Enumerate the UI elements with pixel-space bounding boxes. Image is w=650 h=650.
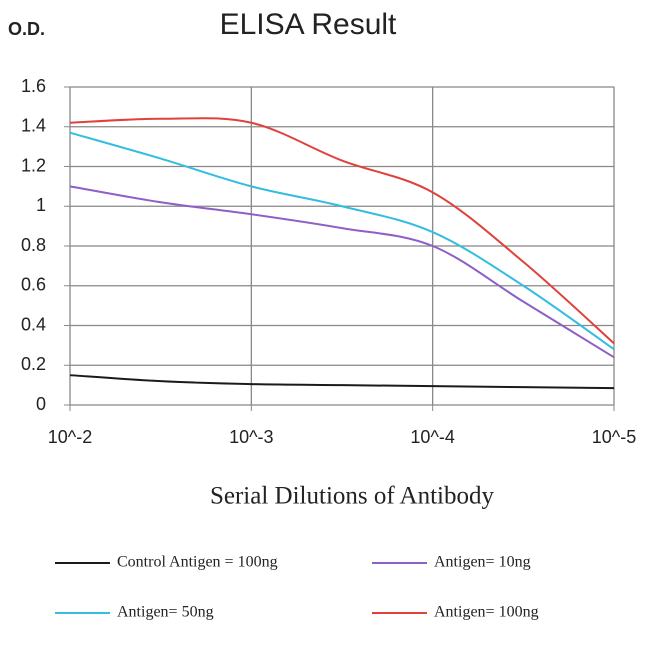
x-axis-label: Serial Dilutions of Antibody [210, 483, 495, 510]
data-line [69, 374, 615, 390]
x-tick-label: 10^-2 [48, 427, 92, 447]
y-tick-label: 0.2 [21, 354, 46, 374]
legend-label: Control Antigen = 100ng [117, 554, 278, 571]
legend-label: Antigen= 50ng [117, 604, 214, 621]
chart-title: ELISA Result [220, 8, 397, 41]
x-tick-label: 10^-3 [229, 427, 273, 447]
y-tick-label: 0.6 [21, 275, 46, 295]
y-tick-label: 0.4 [21, 314, 46, 334]
x-tick-label: 10^-4 [410, 427, 454, 447]
data-line [69, 117, 615, 345]
legend-label: Antigen= 10ng [434, 554, 531, 571]
y-tick-label: 0.8 [21, 235, 46, 255]
y-tick-label: 1 [36, 195, 46, 215]
x-tick-label: 10^-5 [592, 427, 636, 447]
y-axis-label: O.D. [8, 19, 45, 39]
y-tick-label: 1.4 [21, 116, 46, 136]
data-line [69, 185, 615, 359]
data-line [69, 131, 615, 351]
legend-label: Antigen= 100ng [434, 604, 539, 621]
y-tick-label: 0 [36, 394, 46, 414]
y-tick-label: 1.2 [21, 155, 46, 175]
y-tick-label: 1.6 [21, 76, 46, 96]
